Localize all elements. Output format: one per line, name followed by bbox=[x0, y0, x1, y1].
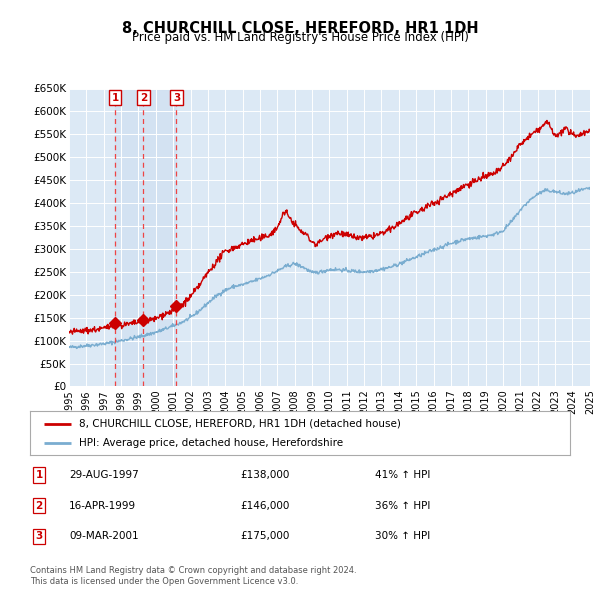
Text: Price paid vs. HM Land Registry's House Price Index (HPI): Price paid vs. HM Land Registry's House … bbox=[131, 31, 469, 44]
Text: £138,000: £138,000 bbox=[240, 470, 289, 480]
Text: 41% ↑ HPI: 41% ↑ HPI bbox=[375, 470, 430, 480]
Text: 1: 1 bbox=[112, 93, 119, 103]
Text: 30% ↑ HPI: 30% ↑ HPI bbox=[375, 532, 430, 541]
Text: 8, CHURCHILL CLOSE, HEREFORD, HR1 1DH (detached house): 8, CHURCHILL CLOSE, HEREFORD, HR1 1DH (d… bbox=[79, 419, 400, 428]
Text: Contains HM Land Registry data © Crown copyright and database right 2024.
This d: Contains HM Land Registry data © Crown c… bbox=[30, 566, 356, 586]
Text: 8, CHURCHILL CLOSE, HEREFORD, HR1 1DH: 8, CHURCHILL CLOSE, HEREFORD, HR1 1DH bbox=[122, 21, 478, 35]
Text: 2: 2 bbox=[35, 501, 43, 510]
Text: HPI: Average price, detached house, Herefordshire: HPI: Average price, detached house, Here… bbox=[79, 438, 343, 448]
Text: 29-AUG-1997: 29-AUG-1997 bbox=[69, 470, 139, 480]
Text: 09-MAR-2001: 09-MAR-2001 bbox=[69, 532, 139, 541]
Text: 2: 2 bbox=[140, 93, 147, 103]
Text: 36% ↑ HPI: 36% ↑ HPI bbox=[375, 501, 430, 510]
Text: 1: 1 bbox=[35, 470, 43, 480]
Bar bbox=[115, 88, 176, 386]
Text: 16-APR-1999: 16-APR-1999 bbox=[69, 501, 136, 510]
Text: £146,000: £146,000 bbox=[240, 501, 289, 510]
Text: 3: 3 bbox=[173, 93, 180, 103]
Text: 3: 3 bbox=[35, 532, 43, 541]
Text: £175,000: £175,000 bbox=[240, 532, 289, 541]
